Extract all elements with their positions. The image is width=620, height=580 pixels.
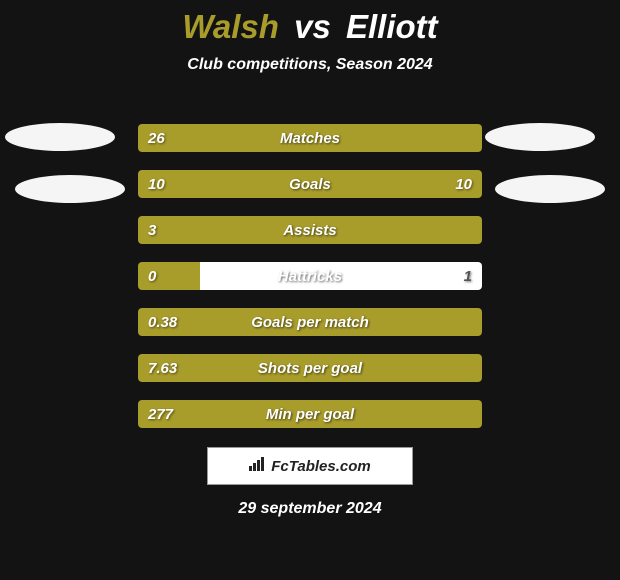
stat-value-left: 3 xyxy=(148,216,156,244)
stat-row: 01Hattricks xyxy=(138,262,482,290)
stat-value-left: 0.38 xyxy=(148,308,177,336)
stat-value-right: 1 xyxy=(464,262,472,290)
stat-value-left: 277 xyxy=(148,400,173,428)
comparison-chart: 26Matches1010Goals3Assists01Hattricks0.3… xyxy=(138,124,482,446)
vs-text: vs xyxy=(294,8,331,45)
stat-bar-left xyxy=(138,354,482,382)
stat-row: 3Assists xyxy=(138,216,482,244)
stat-value-left: 7.63 xyxy=(148,354,177,382)
stat-value-left: 0 xyxy=(148,262,156,290)
attribution-text: FcTables.com xyxy=(271,458,370,475)
stat-value-left: 26 xyxy=(148,124,165,152)
stat-bar-left xyxy=(138,216,482,244)
date-text: 29 september 2024 xyxy=(0,500,620,518)
player1-name: Walsh xyxy=(182,8,279,45)
stat-bar-left xyxy=(138,170,482,198)
stat-bar-left xyxy=(138,400,482,428)
stat-row: 26Matches xyxy=(138,124,482,152)
avatar-placeholder xyxy=(15,175,125,203)
player2-name: Elliott xyxy=(346,8,438,45)
avatar-placeholder xyxy=(495,175,605,203)
stat-row: 277Min per goal xyxy=(138,400,482,428)
stat-row: 1010Goals xyxy=(138,170,482,198)
page-title: Walsh vs Elliott xyxy=(0,0,620,46)
subtitle: Club competitions, Season 2024 xyxy=(0,56,620,74)
avatar-placeholder xyxy=(5,123,115,151)
stat-bar-left xyxy=(138,124,482,152)
stat-value-left: 10 xyxy=(148,170,165,198)
stat-bar-right xyxy=(200,262,482,290)
stat-bar-left xyxy=(138,308,482,336)
stat-value-right: 10 xyxy=(455,170,472,198)
stat-row: 0.38Goals per match xyxy=(138,308,482,336)
avatar-placeholder xyxy=(485,123,595,151)
stat-row: 7.63Shots per goal xyxy=(138,354,482,382)
chart-icon xyxy=(249,457,267,476)
attribution-badge: FcTables.com xyxy=(207,447,413,485)
